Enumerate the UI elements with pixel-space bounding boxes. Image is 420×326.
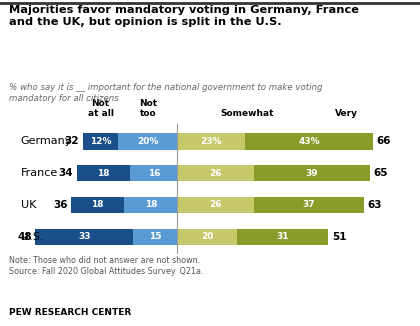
Text: Not
too: Not too (139, 99, 157, 118)
Text: 18: 18 (97, 169, 110, 178)
Text: 34: 34 (59, 168, 74, 178)
Bar (118, 133, 178, 150)
Bar (36, 229, 178, 245)
Text: 16: 16 (147, 169, 160, 178)
Text: 12%: 12% (90, 137, 111, 146)
Text: 26: 26 (210, 169, 222, 178)
Text: 33: 33 (78, 232, 91, 241)
Text: 37: 37 (303, 200, 315, 210)
Text: 23%: 23% (201, 137, 222, 146)
Bar (124, 197, 178, 213)
Text: Germany: Germany (21, 136, 72, 146)
Text: 51: 51 (332, 232, 346, 242)
Text: 20: 20 (201, 232, 213, 241)
Text: U.S.: U.S. (21, 232, 43, 242)
Bar (83, 133, 178, 150)
Text: 43%: 43% (298, 137, 320, 146)
Bar (246, 133, 373, 150)
Text: 31: 31 (276, 232, 289, 241)
Text: 18: 18 (92, 200, 104, 210)
Text: Very: Very (335, 110, 357, 118)
Text: France: France (21, 168, 58, 178)
Bar (71, 197, 178, 213)
Text: 48: 48 (17, 232, 32, 242)
Bar (236, 229, 328, 245)
Text: PEW RESEARCH CENTER: PEW RESEARCH CENTER (9, 308, 131, 317)
Text: 15: 15 (149, 232, 162, 241)
Text: 32: 32 (65, 136, 79, 146)
Text: 66: 66 (376, 136, 391, 146)
Text: 18: 18 (144, 200, 157, 210)
Text: 26: 26 (210, 200, 222, 210)
Text: 39: 39 (306, 169, 318, 178)
Text: 63: 63 (368, 200, 382, 210)
Text: UK: UK (21, 200, 36, 210)
Text: % who say it is __ important for the national government to make voting
mandator: % who say it is __ important for the nat… (9, 83, 323, 103)
Bar (255, 197, 364, 213)
Text: Somewhat: Somewhat (220, 110, 274, 118)
Text: Not
at all: Not at all (87, 99, 113, 118)
Bar (178, 197, 255, 213)
Bar (77, 165, 178, 182)
Text: Majorities favor mandatory voting in Germany, France
and the UK, but opinion is : Majorities favor mandatory voting in Ger… (9, 5, 359, 27)
Text: Note: Those who did not answer are not shown.
Source: Fall 2020 Global Attitudes: Note: Those who did not answer are not s… (9, 256, 204, 276)
Bar (178, 165, 255, 182)
Text: 65: 65 (373, 168, 388, 178)
Bar (130, 165, 178, 182)
Bar (178, 229, 236, 245)
Bar (133, 229, 178, 245)
Bar (178, 133, 246, 150)
Bar (255, 165, 370, 182)
Text: 36: 36 (53, 200, 68, 210)
Text: 20%: 20% (137, 137, 159, 146)
